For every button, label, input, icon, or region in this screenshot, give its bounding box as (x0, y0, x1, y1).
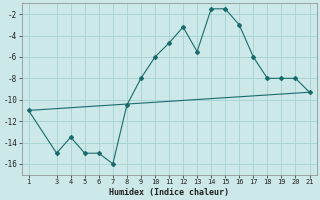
X-axis label: Humidex (Indice chaleur): Humidex (Indice chaleur) (109, 188, 229, 197)
